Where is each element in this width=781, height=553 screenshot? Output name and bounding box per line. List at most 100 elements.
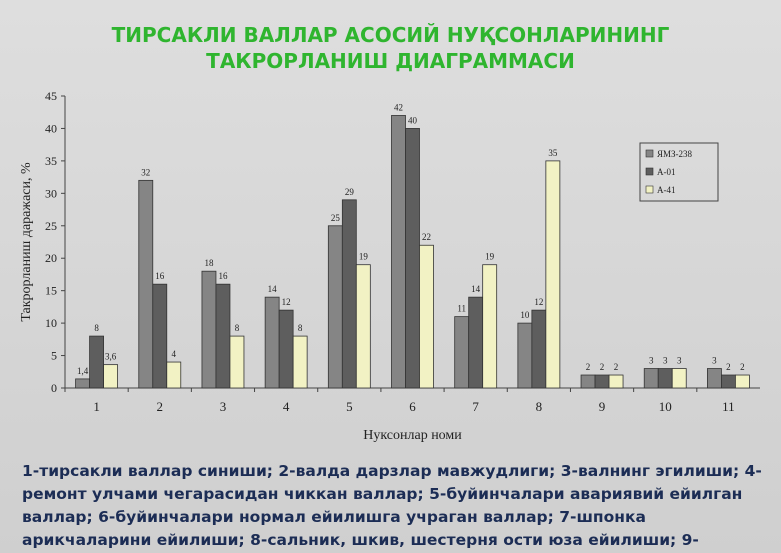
bar [735, 374, 750, 389]
value-label: 16 [218, 271, 228, 281]
value-label: 29 [345, 187, 355, 197]
x-tick-label: 5 [346, 399, 353, 414]
bar [278, 309, 294, 389]
bar [594, 374, 610, 389]
value-label: 19 [485, 252, 495, 262]
bar [75, 378, 90, 389]
value-label: 3 [677, 356, 682, 366]
value-label: 16 [155, 271, 165, 281]
bar [138, 179, 154, 389]
y-tick-label: 10 [45, 316, 57, 330]
value-label: 22 [422, 232, 431, 242]
value-label: 40 [408, 115, 418, 125]
legend-swatch [645, 185, 654, 194]
bar [707, 368, 722, 389]
value-label: 3 [649, 356, 654, 366]
x-tick-label: 3 [220, 399, 227, 414]
notes: 1-тирсакли валлар синиши; 2-валда дарзла… [22, 462, 762, 549]
value-label: 12 [534, 297, 543, 307]
legend-swatch [645, 167, 654, 176]
value-label: 32 [141, 167, 150, 177]
bar [264, 296, 280, 389]
bar [341, 199, 357, 389]
value-label: 8 [298, 323, 303, 333]
bar [454, 316, 470, 389]
value-label: 35 [548, 148, 558, 158]
legend-box [639, 142, 719, 202]
y-tick-label: 40 [45, 121, 57, 135]
x-tick-label: 7 [472, 399, 479, 414]
x-tick-label: 9 [599, 399, 606, 414]
bar [355, 264, 371, 389]
bar [327, 225, 343, 389]
value-label: 3,6 [105, 352, 117, 362]
legend-swatch [645, 149, 654, 158]
bar [580, 374, 596, 389]
bar [229, 335, 245, 389]
value-label: 4 [172, 349, 177, 359]
x-tick-label: 4 [283, 399, 290, 414]
bar [215, 283, 231, 389]
bar [468, 296, 484, 389]
value-label: 2 [600, 362, 605, 372]
x-tick-label: 11 [722, 399, 735, 414]
bar [482, 264, 498, 389]
legend-label: А-01 [657, 167, 676, 177]
bar [292, 335, 308, 389]
bar [608, 374, 624, 389]
x-tick-label: 2 [157, 399, 164, 414]
value-label: 10 [520, 310, 530, 320]
y-tick-label: 15 [45, 284, 57, 298]
value-label: 18 [204, 258, 214, 268]
y-tick-label: 0 [51, 381, 57, 395]
bar [405, 128, 420, 389]
legend-label: А-41 [657, 185, 676, 195]
chart-title: ТИРСАКЛИ ВАЛЛАР АСОСИЙ НУҚСОНЛАРИНИНГ ТА… [111, 23, 670, 73]
y-tick-label: 30 [45, 186, 57, 200]
value-label: 42 [394, 102, 403, 112]
bar [201, 270, 217, 389]
bar [166, 361, 182, 389]
value-label: 25 [331, 213, 341, 223]
y-tick-label: 5 [51, 349, 57, 363]
bar [103, 364, 118, 389]
value-label: 8 [94, 323, 99, 333]
y-tick-label: 25 [45, 219, 57, 233]
value-label: 2 [586, 362, 591, 372]
y-tick-label: 35 [45, 154, 57, 168]
x-tick-label: 10 [659, 399, 672, 414]
value-label: 3 [663, 356, 668, 366]
bar [545, 160, 561, 389]
bar [657, 368, 673, 389]
x-axis-label: Нуксонлар номи [363, 428, 462, 443]
bar [531, 309, 547, 389]
value-label: 14 [471, 284, 481, 294]
value-label: 12 [282, 297, 291, 307]
bar [721, 374, 736, 389]
legend-label: ЯМЗ-238 [657, 149, 693, 159]
value-label: 14 [268, 284, 278, 294]
value-label: 8 [235, 323, 240, 333]
value-label: 19 [359, 252, 369, 262]
value-label: 11 [457, 304, 466, 314]
value-label: 2 [726, 362, 731, 372]
x-tick-label: 1 [93, 399, 100, 414]
bar [517, 322, 533, 389]
y-tick-label: 20 [45, 251, 57, 265]
value-label: 2 [614, 362, 619, 372]
bar [152, 283, 168, 389]
y-axis-label: Такрорланиш даражаси, % [19, 162, 34, 322]
x-tick-label: 6 [409, 399, 416, 414]
y-tick-label: 45 [45, 89, 57, 103]
x-tick-label: 8 [536, 399, 543, 414]
bar [89, 335, 104, 389]
value-label: 2 [740, 362, 745, 372]
bar [643, 368, 659, 389]
value-label: 3 [712, 356, 717, 366]
bar [671, 368, 687, 389]
bar [419, 244, 434, 389]
bar [391, 115, 406, 389]
value-label: 1,4 [77, 366, 89, 376]
